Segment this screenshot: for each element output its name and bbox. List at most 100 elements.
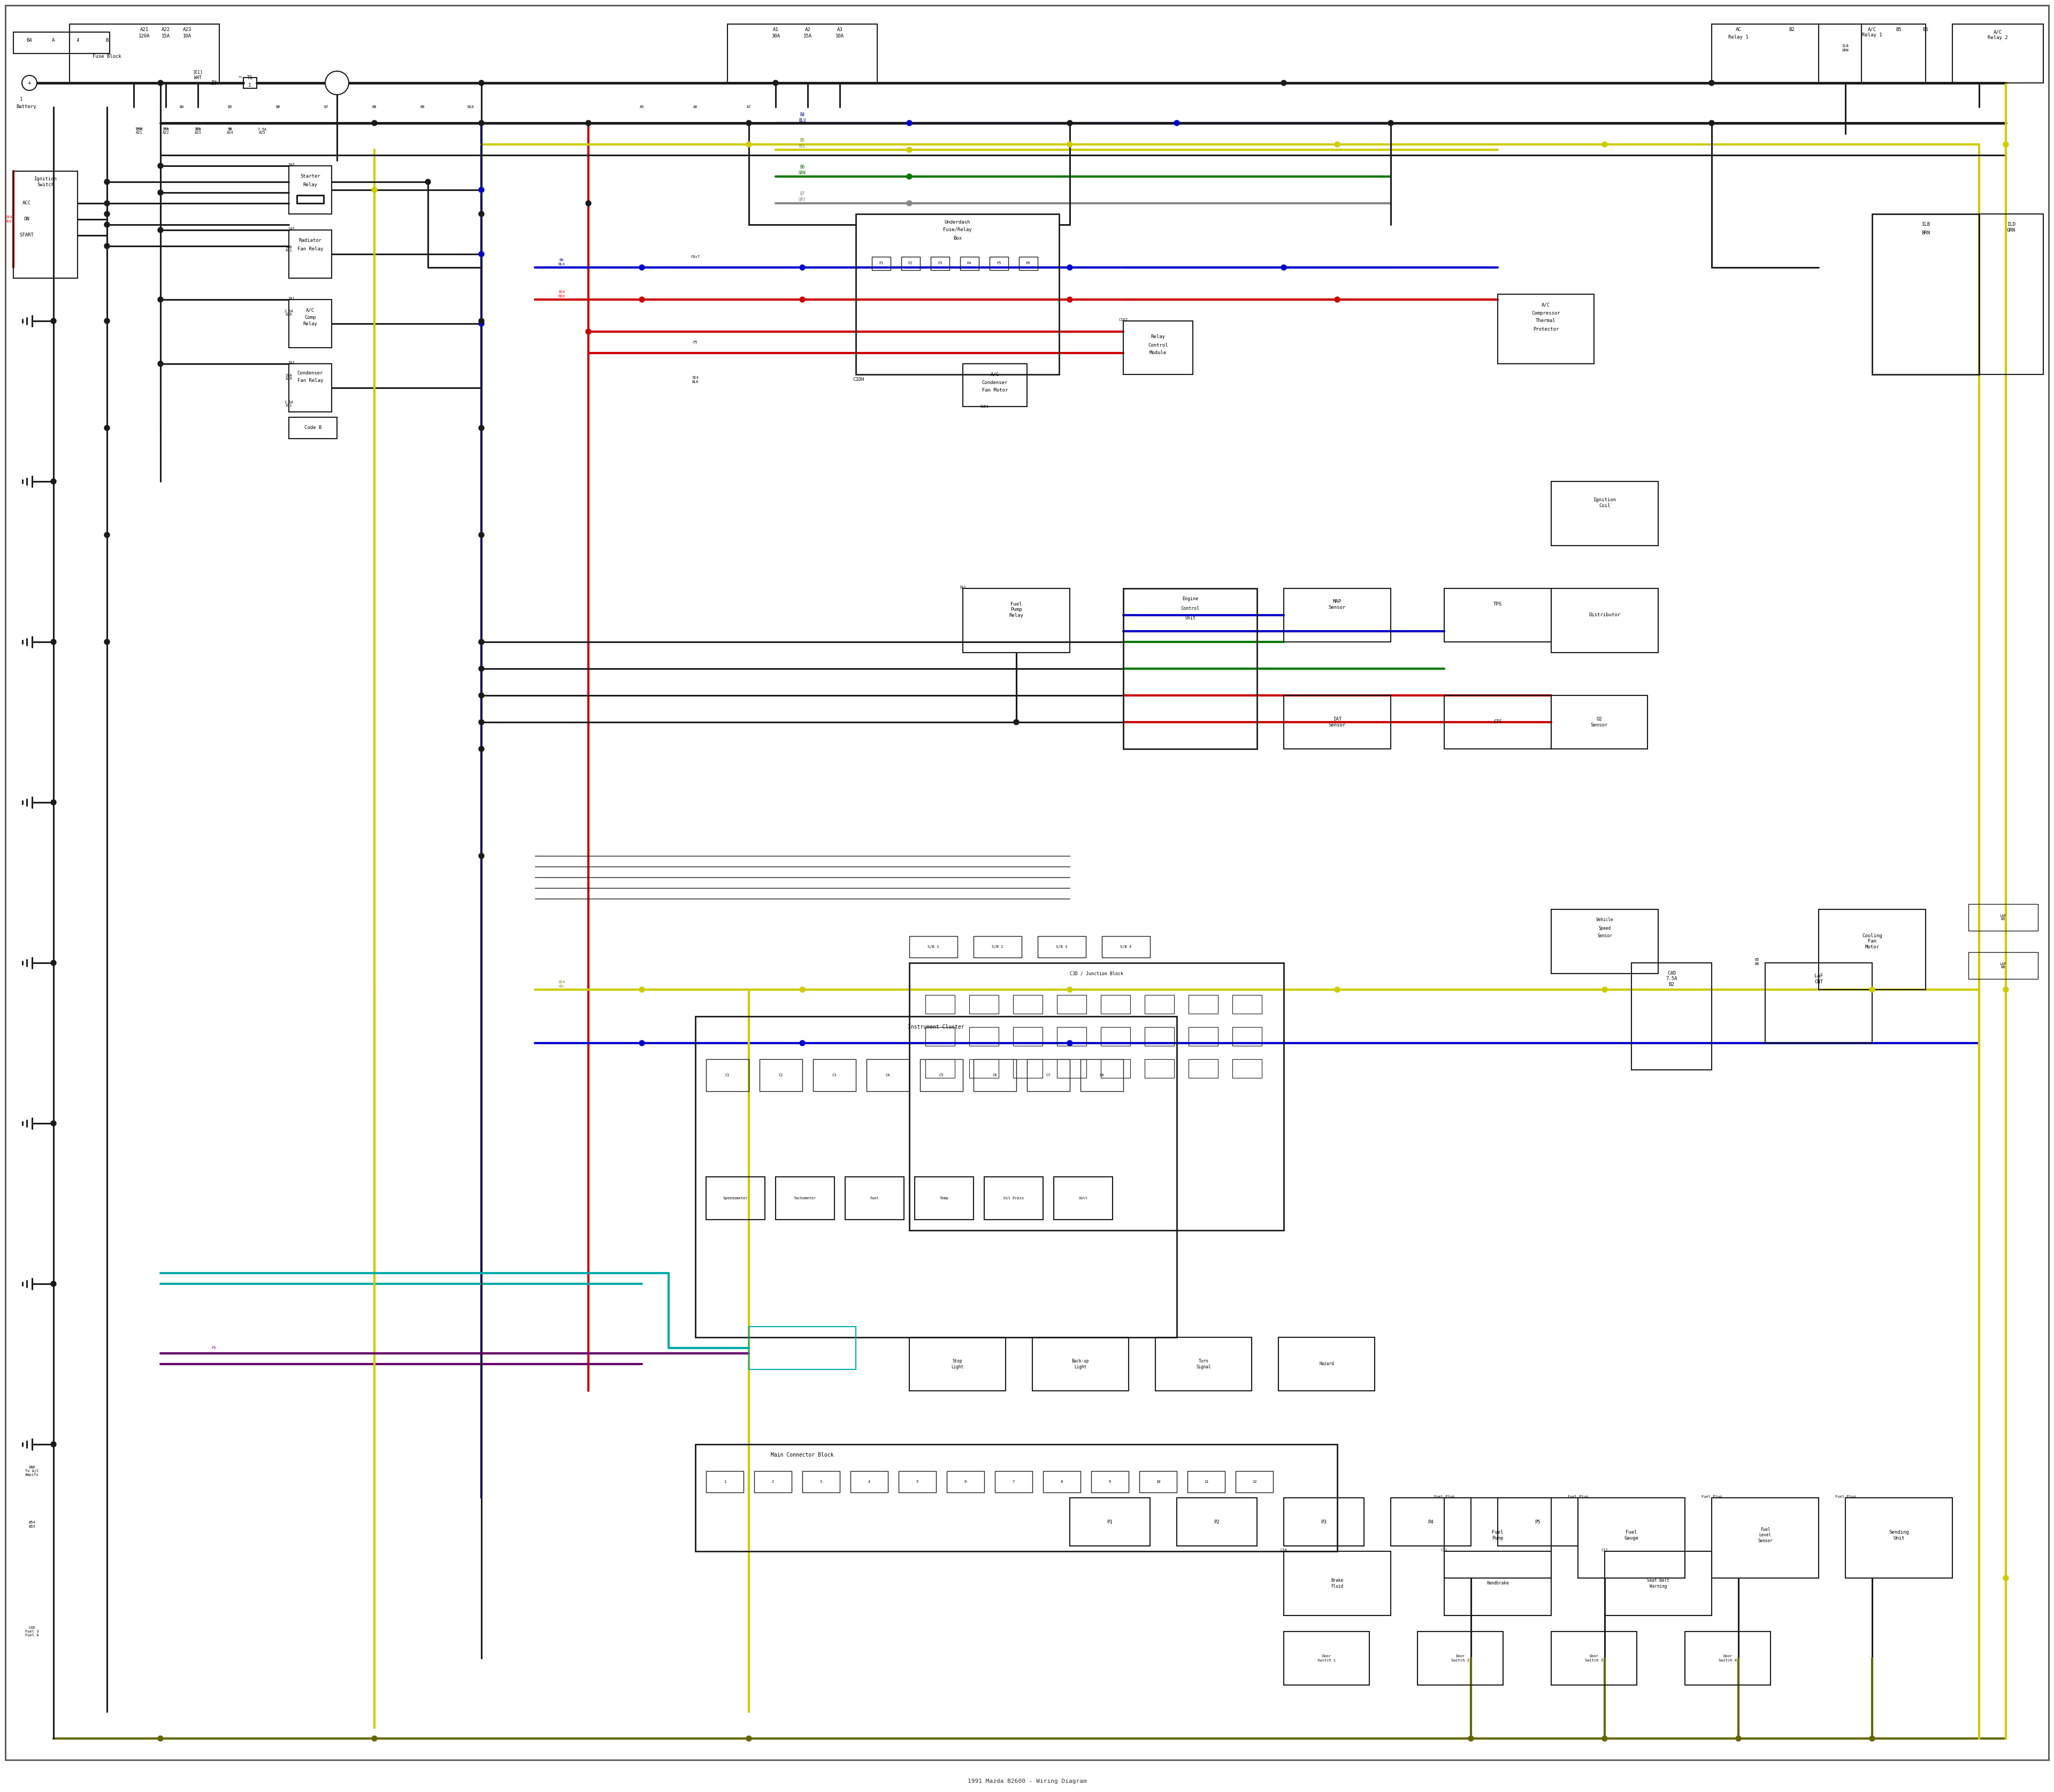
Text: LAF
B5: LAF B5 xyxy=(2001,914,2007,921)
Text: B10: B10 xyxy=(468,106,474,109)
Bar xyxy=(1101,1027,1130,1047)
Text: 1: 1 xyxy=(723,1480,725,1484)
Bar xyxy=(871,256,891,271)
Text: B9: B9 xyxy=(421,106,425,109)
Text: B7
GRY: B7 GRY xyxy=(799,192,805,202)
Text: Brake
Fluid: Brake Fluid xyxy=(1331,1579,1343,1588)
Text: C4D
Fuel 3
Fuel A: C4D Fuel 3 Fuel A xyxy=(25,1625,39,1636)
Circle shape xyxy=(1335,987,1339,993)
Text: Stop
Light: Stop Light xyxy=(951,1358,963,1369)
Circle shape xyxy=(479,719,485,724)
Text: B54
B55: B54 B55 xyxy=(29,1521,35,1529)
Circle shape xyxy=(1736,1736,1742,1742)
Circle shape xyxy=(1068,265,1072,271)
Text: Relay 1: Relay 1 xyxy=(1727,36,1748,39)
Text: 7.5A
B2: 7.5A B2 xyxy=(1666,977,1678,987)
Text: 30A: 30A xyxy=(772,34,781,39)
Circle shape xyxy=(158,360,162,366)
Circle shape xyxy=(105,319,109,324)
Bar xyxy=(1497,1498,1577,1546)
Circle shape xyxy=(51,799,55,805)
Text: IE4
YEL: IE4 YEL xyxy=(559,980,565,987)
Text: 120A: 120A xyxy=(140,34,150,39)
Circle shape xyxy=(479,251,485,256)
Text: Fuel Plug: Fuel Plug xyxy=(1567,1495,1588,1498)
Text: C4D: C4D xyxy=(1668,971,1676,977)
Bar xyxy=(1844,1498,1953,1579)
Circle shape xyxy=(372,120,378,125)
Bar xyxy=(1444,1498,1551,1579)
Bar xyxy=(1284,1498,1364,1546)
Circle shape xyxy=(1175,120,1179,125)
Circle shape xyxy=(325,72,349,95)
Text: A6: A6 xyxy=(692,106,698,109)
Circle shape xyxy=(1469,1736,1473,1742)
Bar xyxy=(14,172,78,278)
Text: Fuel
Level
Sensor: Fuel Level Sensor xyxy=(1758,1527,1773,1543)
Circle shape xyxy=(1602,142,1608,147)
Circle shape xyxy=(105,179,109,185)
Bar xyxy=(1818,909,1927,989)
Text: C2: C2 xyxy=(778,1073,783,1077)
Circle shape xyxy=(51,640,55,645)
Text: A2: A2 xyxy=(805,27,811,32)
Text: Door
Switch 3: Door Switch 3 xyxy=(1586,1654,1602,1661)
Text: 10A: 10A xyxy=(195,127,201,129)
Bar xyxy=(1101,935,1150,957)
Bar xyxy=(857,213,1060,375)
Text: 30A
A31: 30A A31 xyxy=(286,246,292,253)
Text: B4: B4 xyxy=(27,38,33,43)
Bar xyxy=(1577,1498,1684,1579)
Text: P4: P4 xyxy=(1428,1520,1434,1525)
Circle shape xyxy=(479,319,485,324)
Bar xyxy=(1391,1498,1471,1546)
Text: IA2: IA2 xyxy=(959,586,965,590)
Bar xyxy=(754,1471,791,1493)
Bar xyxy=(974,935,1021,957)
Text: A/C
Relay 1: A/C Relay 1 xyxy=(1863,27,1881,38)
Text: B: B xyxy=(105,38,109,43)
Text: B5
YEL: B5 YEL xyxy=(799,138,805,149)
Bar xyxy=(1684,1631,1771,1684)
Circle shape xyxy=(639,987,645,993)
Text: A1: A1 xyxy=(772,27,778,32)
Bar xyxy=(900,1471,937,1493)
Text: Fuel
Gauge: Fuel Gauge xyxy=(1625,1530,1639,1541)
Bar xyxy=(1604,1552,1711,1615)
Text: IE4
RED: IE4 RED xyxy=(559,290,565,297)
Text: Sending
Unit: Sending Unit xyxy=(1890,1530,1908,1541)
Text: C12: C12 xyxy=(1602,1548,1608,1552)
Text: 30A
A21: 30A A21 xyxy=(212,81,218,86)
Text: LAF
CNT: LAF CNT xyxy=(1814,973,1824,984)
Text: Distributor: Distributor xyxy=(1590,613,1621,618)
Bar xyxy=(1177,1498,1257,1546)
Bar xyxy=(290,364,331,412)
Circle shape xyxy=(479,853,485,858)
Bar xyxy=(290,167,331,213)
Circle shape xyxy=(1068,142,1072,147)
Circle shape xyxy=(372,1736,378,1742)
Circle shape xyxy=(23,75,37,90)
Text: Thermal: Thermal xyxy=(1536,319,1557,323)
Circle shape xyxy=(158,297,162,303)
Bar xyxy=(290,418,337,439)
Bar xyxy=(1497,294,1594,364)
Text: 7: 7 xyxy=(1013,1480,1015,1484)
Circle shape xyxy=(479,694,485,699)
Text: S/B 2: S/B 2 xyxy=(992,944,1002,948)
Bar xyxy=(1968,903,2038,930)
Text: Module: Module xyxy=(1150,351,1167,355)
Bar xyxy=(707,1177,764,1220)
Bar xyxy=(803,1471,840,1493)
Text: BRN: BRN xyxy=(1920,231,1931,235)
Text: A/C
Relay 2: A/C Relay 2 xyxy=(1988,30,2009,39)
Bar xyxy=(1444,588,1551,642)
Text: P5: P5 xyxy=(692,340,698,344)
Bar xyxy=(990,256,1009,271)
Bar xyxy=(1551,482,1658,545)
Circle shape xyxy=(479,667,485,672)
Text: Fuel Plug: Fuel Plug xyxy=(1434,1495,1454,1498)
Text: ACC: ACC xyxy=(23,201,31,206)
Bar xyxy=(844,1177,904,1220)
Bar xyxy=(750,1326,857,1369)
